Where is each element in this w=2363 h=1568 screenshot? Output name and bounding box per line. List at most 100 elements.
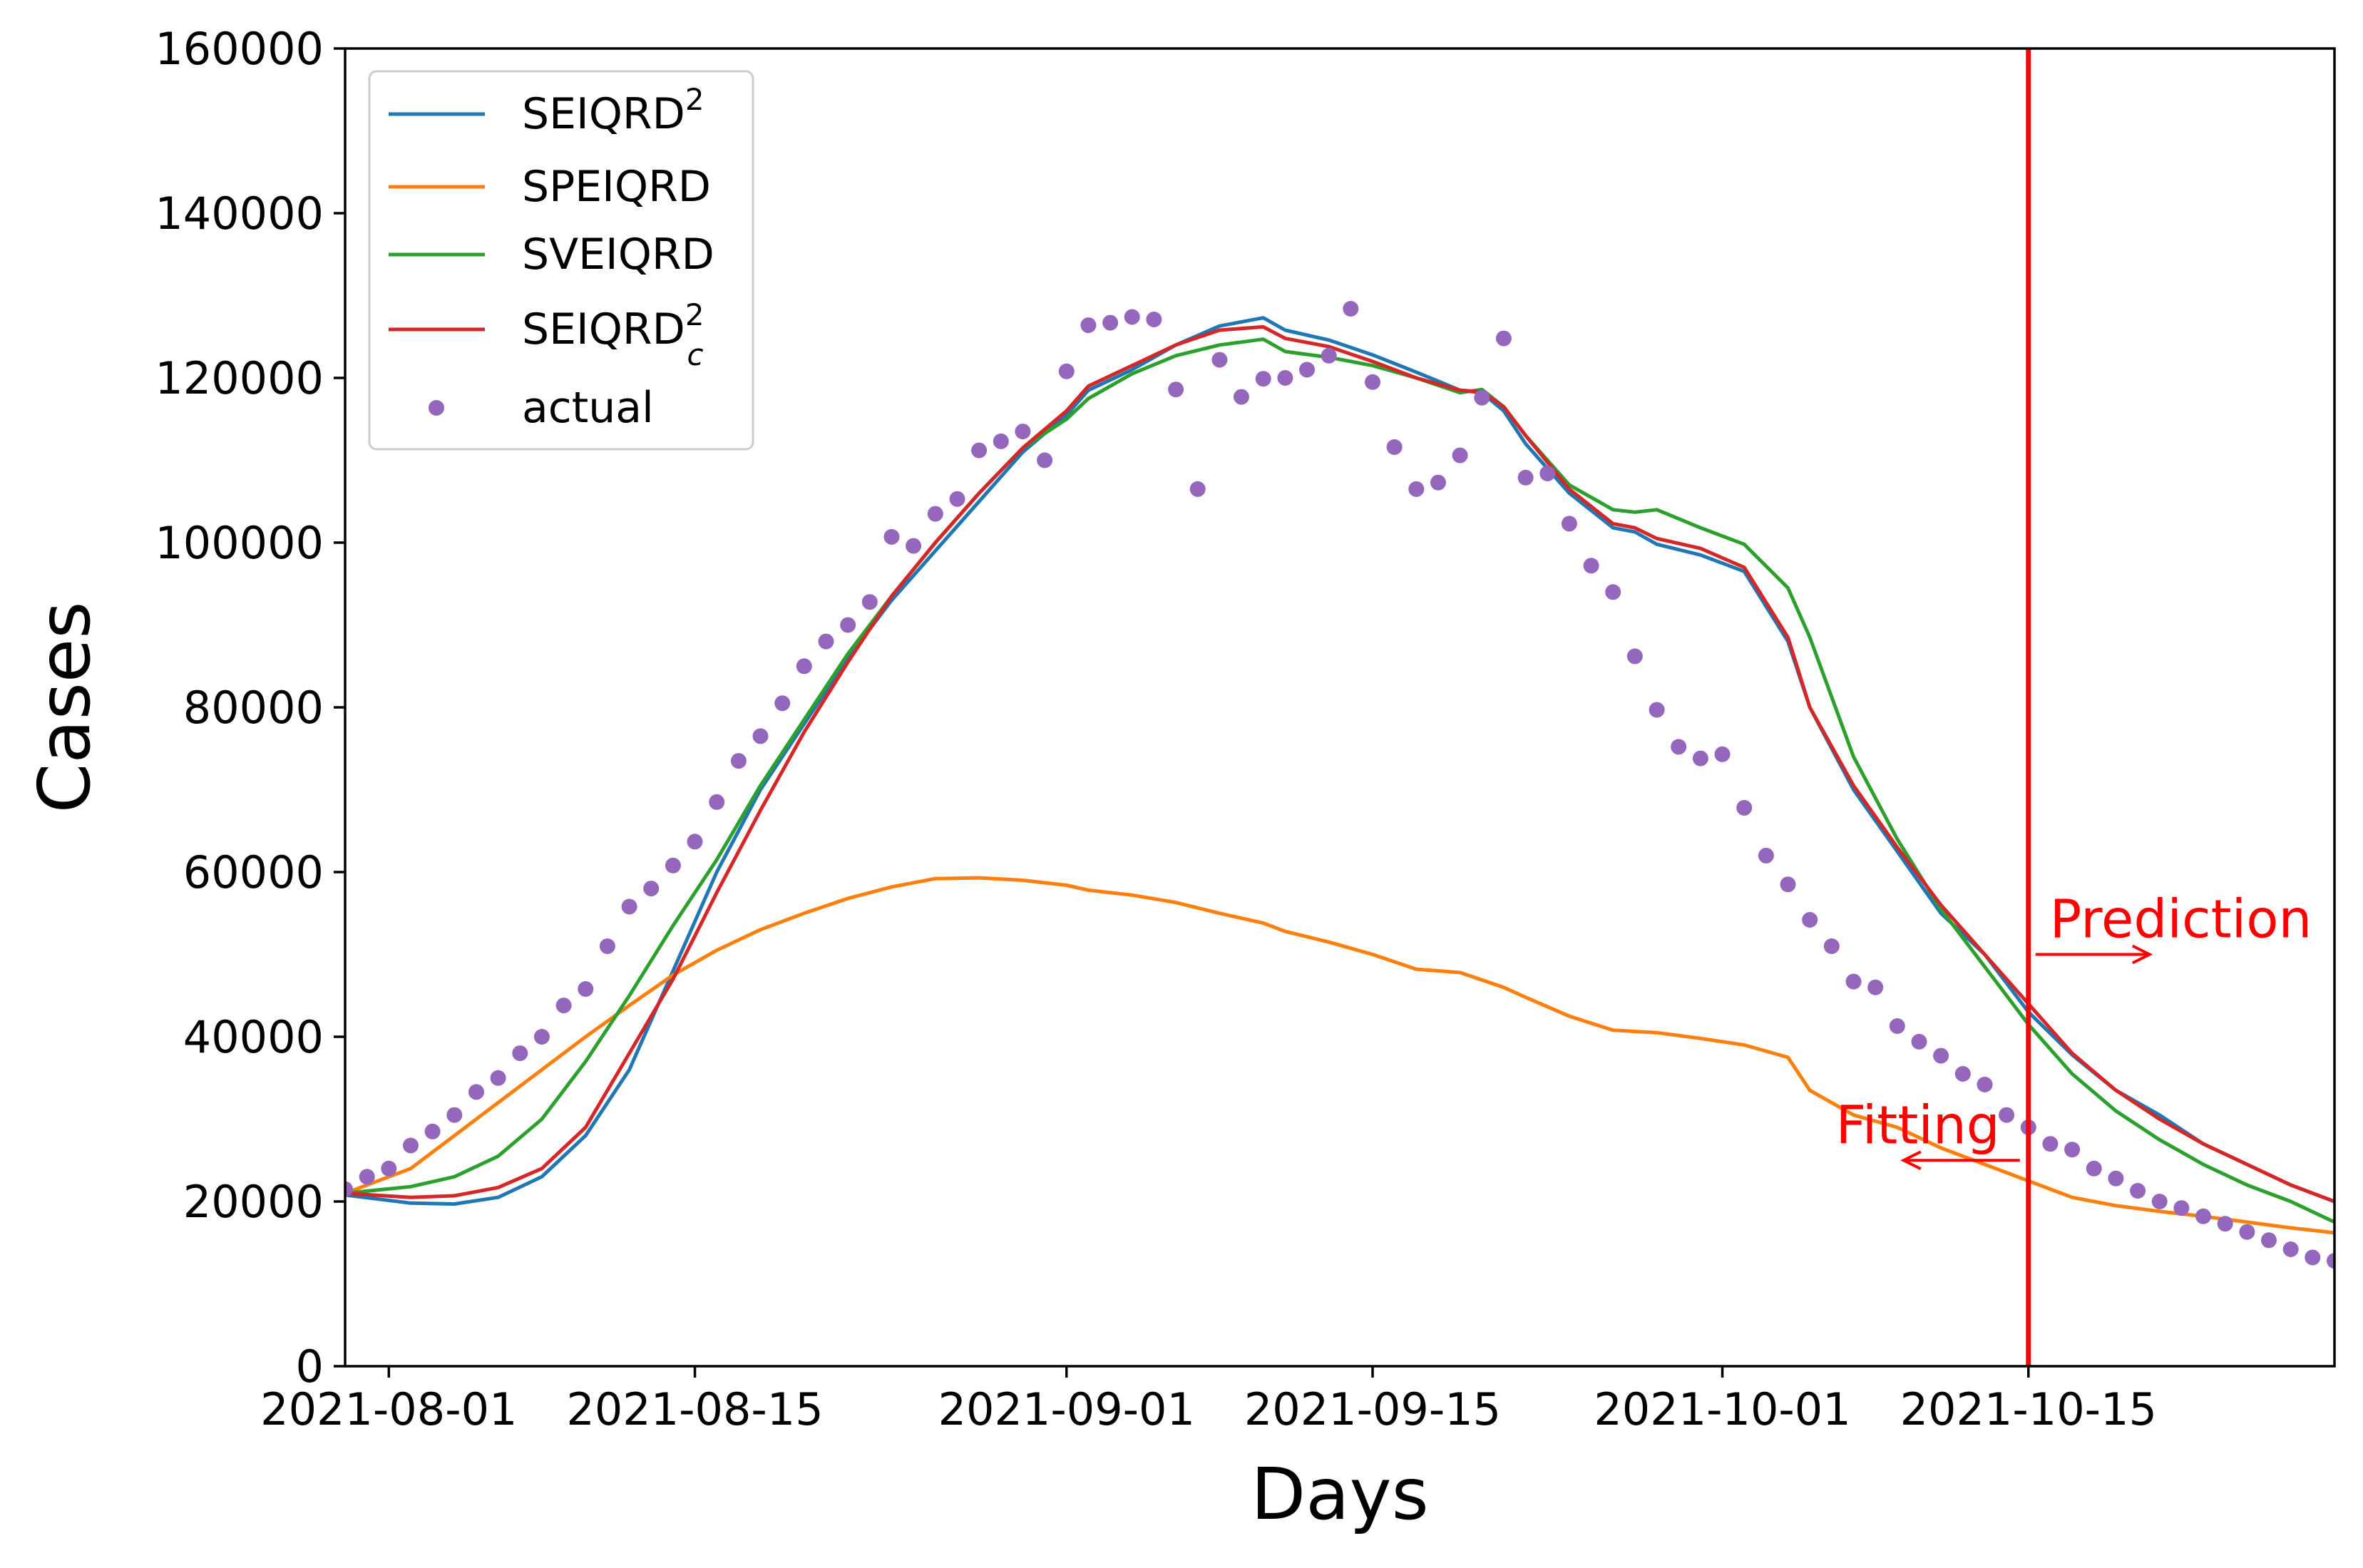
y-tick-label: 160000: [155, 23, 324, 75]
data-point-actual: [1714, 746, 1731, 762]
data-point-actual: [665, 857, 681, 873]
x-tick-label: 2021-09-01: [938, 1383, 1195, 1435]
data-point-actual: [709, 794, 725, 810]
y-tick-label: 80000: [183, 682, 324, 734]
x-tick-label: 2021-10-15: [1900, 1383, 2157, 1435]
data-point-actual: [2086, 1160, 2102, 1177]
data-point-actual: [906, 538, 922, 554]
y-tick-label: 120000: [155, 352, 324, 404]
y-axis-label: Cases: [23, 602, 106, 814]
data-point-actual: [1933, 1047, 1949, 1064]
data-point-actual: [2195, 1208, 2211, 1224]
y-axis: 0 20000 40000 60000 80000 100000 120000 140000 1…: [155, 23, 345, 1393]
annotation-layer: Prediction Fitting: [1836, 48, 2312, 1366]
data-point-actual: [1189, 481, 1206, 497]
data-point-actual: [730, 753, 747, 769]
data-point-actual: [2108, 1170, 2124, 1187]
legend-label-actual: actual: [522, 383, 654, 433]
data-point-actual: [1299, 362, 1315, 378]
data-point-actual: [1999, 1107, 2015, 1123]
x-axis: 2021-08-01 2021-08-15 2021-09-01 2021-09-15…: [260, 1366, 2157, 1435]
data-point-actual: [2042, 1136, 2059, 1152]
data-point-actual: [1626, 648, 1643, 665]
data-point-actual: [555, 998, 572, 1014]
legend-box: [368, 70, 754, 451]
data-point-actual: [796, 658, 812, 675]
legend-item-sveiqrd: SVEIQRD: [389, 230, 714, 280]
data-point-actual: [1671, 739, 1687, 755]
x-axis-label: Days: [1251, 1452, 1429, 1536]
data-point-actual: [1495, 330, 1512, 347]
data-point-actual: [2064, 1142, 2081, 1158]
data-point-actual: [1015, 424, 1031, 440]
data-point-actual: [403, 1137, 419, 1154]
x-tick-label: 2021-08-15: [566, 1383, 823, 1435]
data-point-actual: [752, 728, 769, 744]
data-point-actual: [774, 695, 791, 712]
data-point-actual: [1255, 371, 1271, 387]
data-point-actual: [1474, 389, 1490, 406]
legend-item-actual: actual: [429, 383, 654, 433]
data-point-actual: [2327, 1253, 2334, 1269]
data-point-actual: [599, 938, 615, 954]
data-point-actual: [1780, 876, 1796, 893]
data-point-actual: [2151, 1194, 2168, 1209]
data-point-actual: [345, 1181, 353, 1197]
y-tick-label: 100000: [155, 517, 324, 569]
series-layer: [345, 301, 2334, 1269]
data-point-actual: [1977, 1077, 1993, 1092]
data-point-actual: [818, 633, 834, 650]
data-point-actual: [687, 834, 703, 850]
data-point-actual: [2261, 1232, 2277, 1249]
legend-label-seiqrd2c: SEIQRD2 c: [522, 297, 704, 372]
data-point-actual: [1583, 558, 1599, 574]
fitting-label: Fitting: [1836, 1095, 2000, 1156]
data-point-actual: [2217, 1216, 2233, 1232]
legend-label-speiqrd: SPEIQRD: [522, 162, 711, 212]
data-point-actual: [1517, 469, 1534, 486]
data-point-actual: [2173, 1200, 2190, 1216]
y-tick-label: 60000: [183, 846, 324, 898]
series-line-seiqrd2c: [345, 324, 2334, 1204]
data-point-actual: [2282, 1241, 2299, 1257]
y-tick-label: 0: [296, 1341, 324, 1393]
legend: SEIQRD2 SPEIQRD SVEIQRD SEIQRD2 c actual: [368, 70, 754, 451]
legend-item-seiqrd2: SEIQRD2: [389, 82, 704, 139]
data-point-actual: [1058, 363, 1075, 379]
data-point-actual: [1605, 584, 1621, 600]
data-point-actual: [1430, 474, 1446, 491]
x-tick-label: 2021-10-01: [1594, 1383, 1850, 1435]
data-point-actual: [1211, 352, 1228, 368]
x-tick-label: 2021-08-01: [260, 1383, 517, 1435]
data-point-actual: [1649, 702, 1665, 718]
data-point-actual: [1102, 314, 1119, 331]
data-point-actual: [1408, 481, 1425, 497]
data-point-actual: [949, 491, 965, 507]
fitting-arrow: [1900, 1150, 2020, 1171]
data-point-actual: [1823, 938, 1840, 954]
data-point-actual: [883, 528, 900, 545]
legend-label-seiqrd2: SEIQRD2: [522, 82, 704, 139]
data-point-actual: [1845, 973, 1862, 990]
data-point-actual: [1037, 452, 1053, 468]
data-point-actual: [512, 1045, 528, 1062]
data-point-actual: [1911, 1033, 1927, 1050]
data-point-actual: [1365, 374, 1380, 390]
legend-item-speiqrd: SPEIQRD: [389, 162, 711, 212]
legend-item-seiqrd2c: SEIQRD2 c: [389, 297, 704, 372]
y-tick-label: 140000: [155, 188, 324, 240]
data-point-actual: [1343, 301, 1359, 317]
data-point-actual: [1539, 466, 1556, 481]
data-point-actual: [490, 1070, 506, 1086]
y-tick-label: 20000: [183, 1176, 324, 1228]
data-point-actual: [578, 981, 594, 997]
data-point-actual: [1889, 1018, 1905, 1034]
data-point-actual: [1692, 750, 1708, 767]
data-point-actual: [2305, 1249, 2321, 1266]
legend-marker-actual: [429, 400, 444, 416]
data-point-actual: [424, 1123, 441, 1139]
data-point-actual: [468, 1084, 484, 1100]
data-point-actual: [1124, 309, 1140, 325]
series-line-sveiqrd: [345, 337, 2334, 1224]
